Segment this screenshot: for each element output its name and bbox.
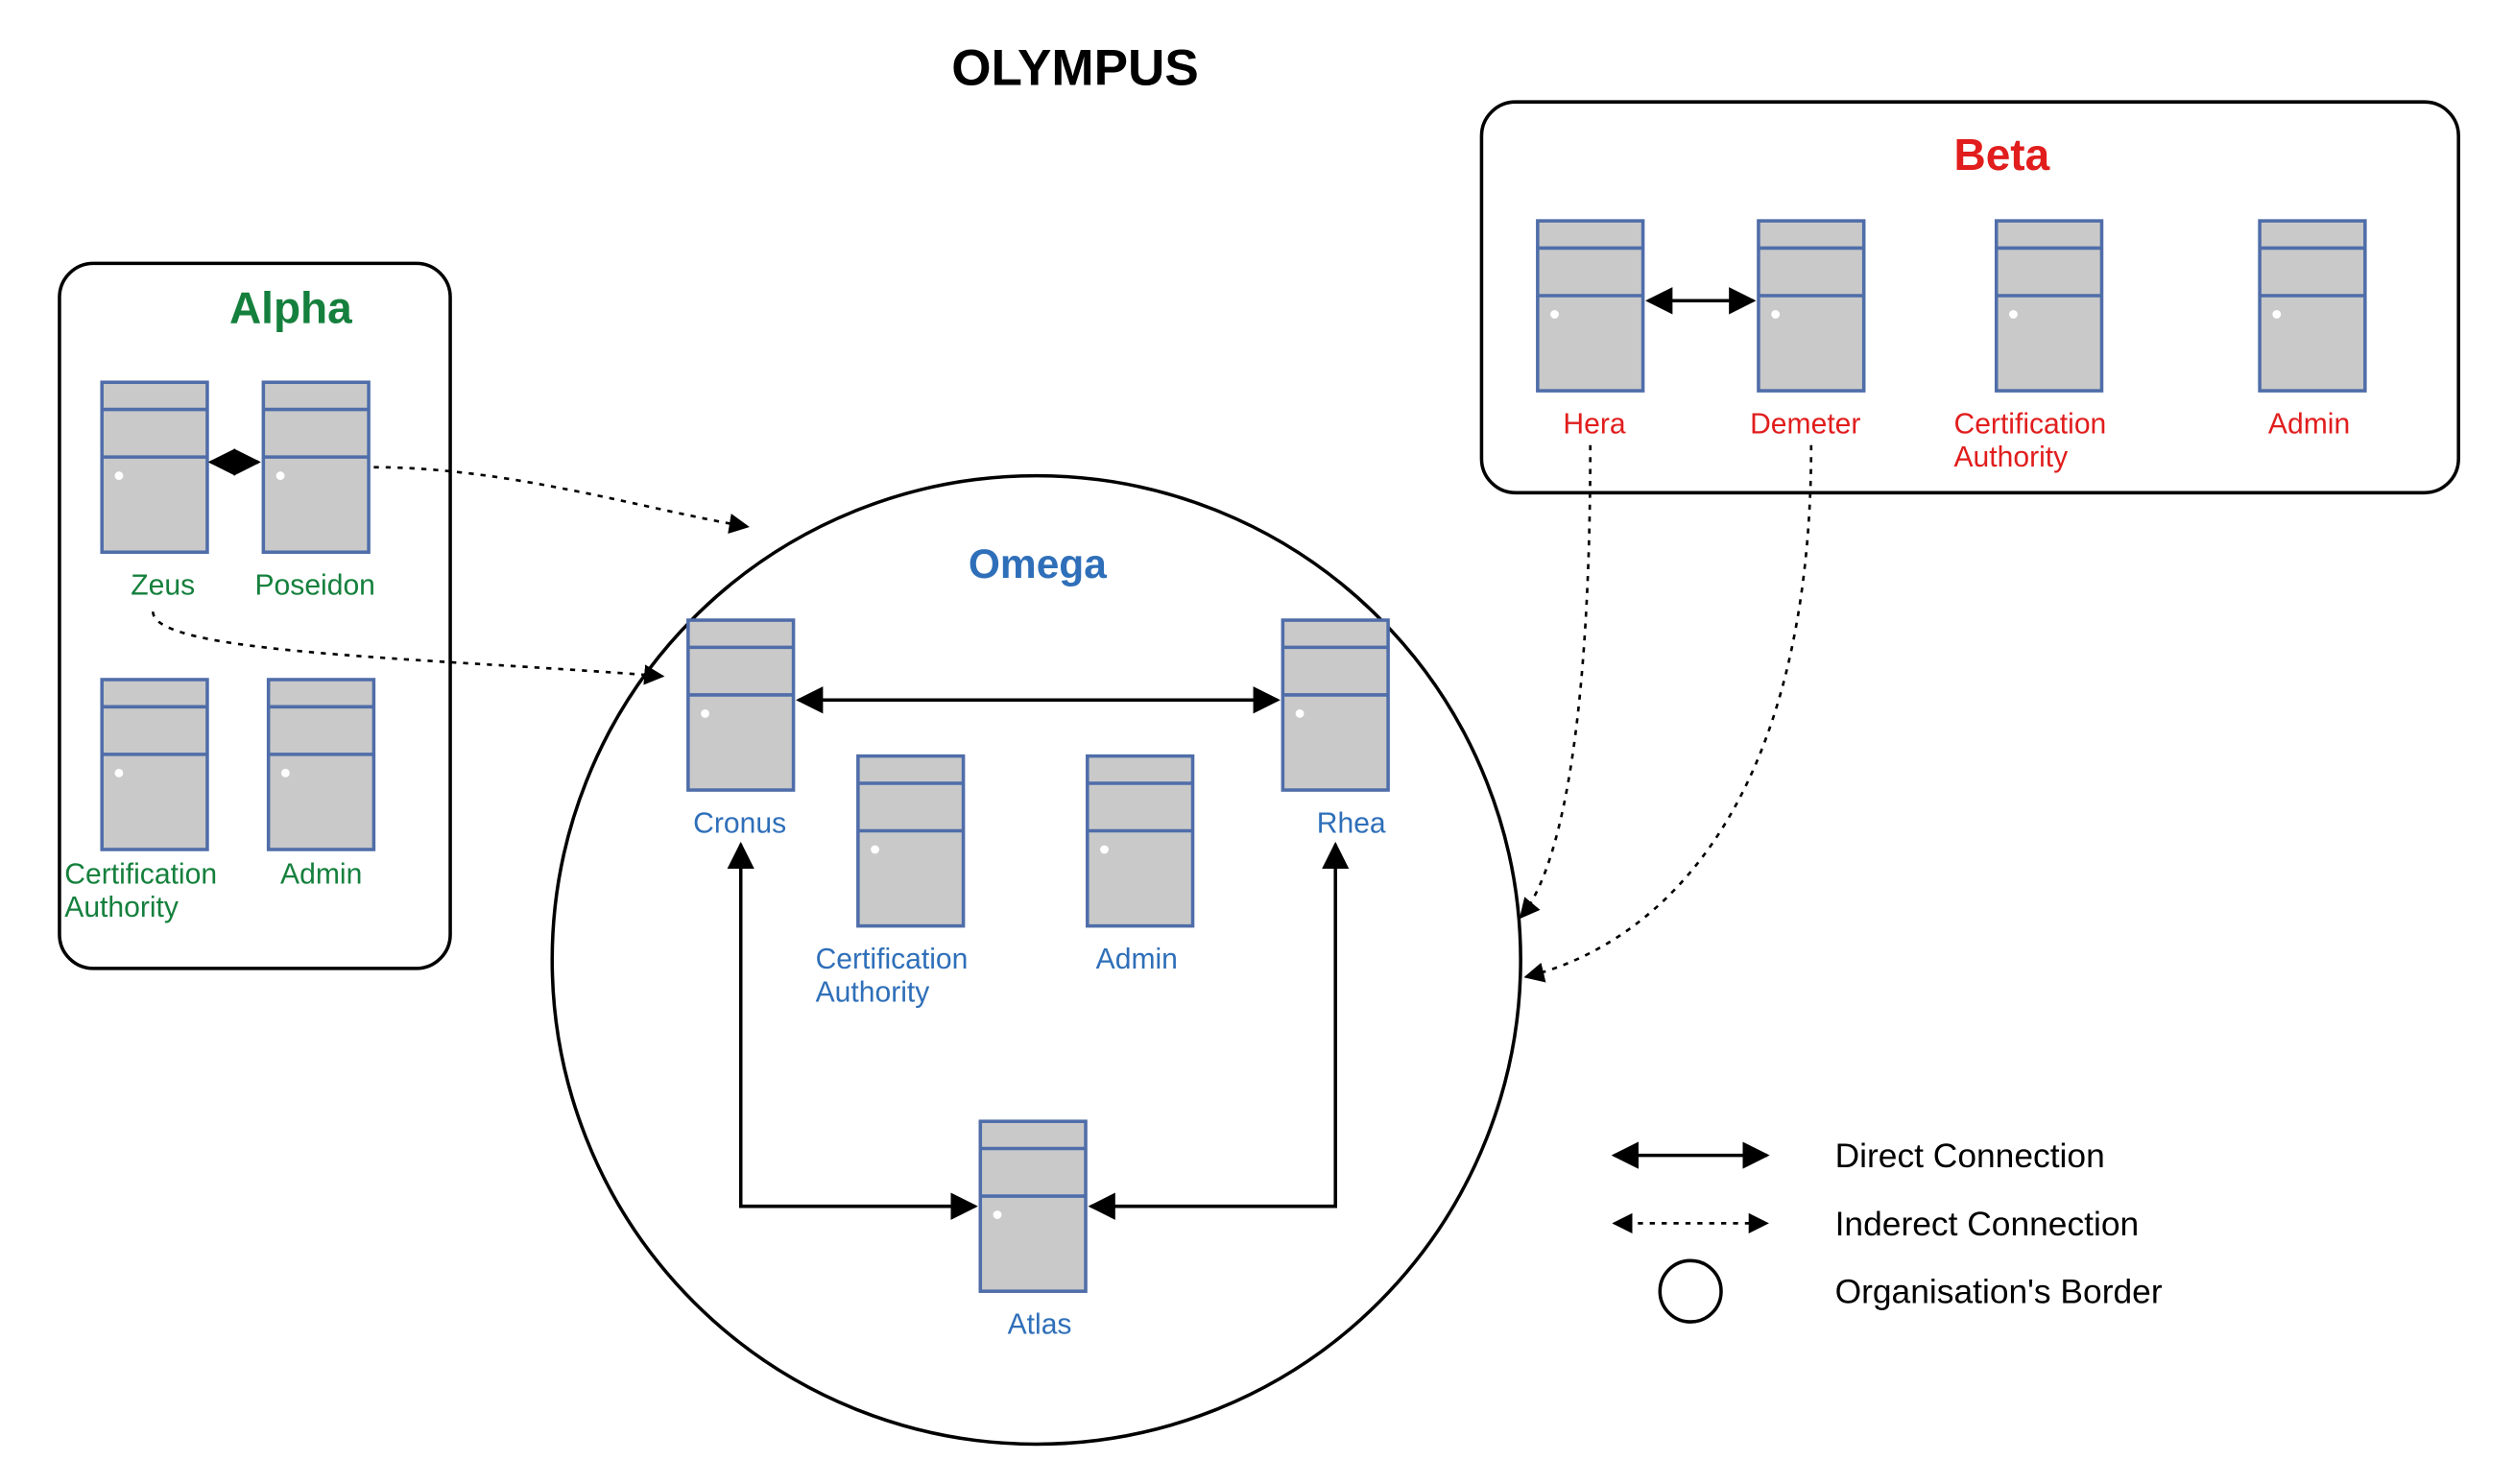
server-omega-admin — [1088, 756, 1193, 926]
group-title-beta: Beta — [1953, 130, 2049, 180]
server-label-rhea: Rhea — [1317, 807, 1386, 839]
server-label-alpha-admin: Admin — [280, 858, 362, 890]
diagram-title: OLYMPUS — [951, 39, 1199, 96]
server-demeter — [1759, 221, 1864, 391]
server-beta-admin — [2260, 221, 2365, 391]
server-label-beta-admin: Admin — [2268, 408, 2350, 440]
group-title-omega: Omega — [969, 541, 1107, 586]
server-label-atlas: Atlas — [1008, 1308, 1072, 1340]
server-label-beta-ca: CertificationAuthority — [1953, 408, 2106, 473]
server-beta-ca — [1997, 221, 2102, 391]
server-label-alpha-ca: CertificationAuthority — [64, 858, 217, 923]
group-title-alpha: Alpha — [229, 282, 352, 332]
conn-zeus-omega — [153, 611, 662, 676]
server-cronus — [688, 620, 794, 790]
server-alpha-ca — [102, 680, 207, 850]
server-atlas — [980, 1121, 1086, 1291]
server-poseidon — [263, 382, 369, 552]
conn-poseidon-omega — [373, 467, 747, 527]
server-alpha-admin — [269, 680, 374, 850]
server-zeus — [102, 382, 207, 552]
server-label-demeter: Demeter — [1750, 408, 1860, 440]
server-label-zeus: Zeus — [131, 569, 195, 601]
server-label-omega-ca: CertificationAuthority — [816, 944, 969, 1009]
server-label-omega-admin: Admin — [1096, 944, 1178, 975]
legend-label-indirect: Inderect Connection — [1835, 1206, 2140, 1243]
diagram-container: OLYMPUS Omega Cronus Rhea CertificationAutho… — [0, 0, 2514, 1461]
legend-label-circle: Organisation's Border — [1835, 1274, 2163, 1311]
server-omega-ca — [858, 756, 964, 926]
server-rhea — [1282, 620, 1388, 790]
group-alpha: Alpha Zeus Poseidon CertificationAuthority A… — [60, 263, 450, 969]
server-label-cronus: Cronus — [693, 807, 786, 839]
group-omega: Omega Cronus Rhea CertificationAuthority Adm… — [552, 476, 1520, 1445]
group-beta: Beta Hera Demeter CertificationAuthority Adm… — [1481, 102, 2458, 492]
conn-demeter-omega — [1525, 445, 1810, 977]
legend-icon-circle — [1660, 1260, 1721, 1322]
legend: Direct Connection Inderect Connection Orga… — [1614, 1137, 2162, 1322]
conn-hera-omega — [1520, 445, 1591, 918]
server-label-poseidon: Poseidon — [255, 569, 375, 601]
legend-label-direct: Direct Connection — [1835, 1137, 2105, 1175]
server-label-hera: Hera — [1563, 408, 1625, 440]
server-hera — [1538, 221, 1643, 391]
